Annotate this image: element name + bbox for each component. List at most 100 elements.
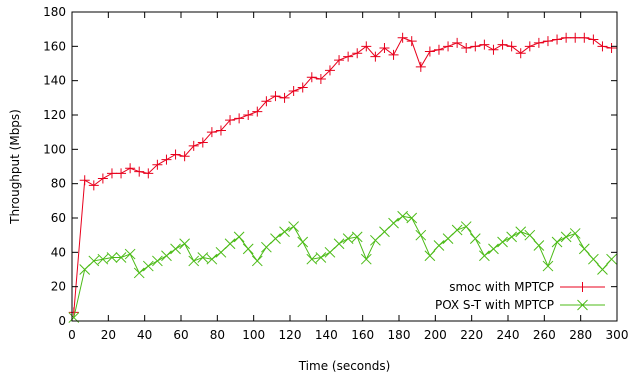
data-point xyxy=(234,113,245,124)
data-point xyxy=(206,253,218,265)
data-point xyxy=(251,255,263,267)
data-point xyxy=(315,252,327,263)
data-point xyxy=(515,226,527,238)
data-point xyxy=(125,163,136,174)
data-point xyxy=(597,264,608,275)
data-point xyxy=(279,226,290,238)
data-point xyxy=(533,37,544,48)
x-tick-label: 140 xyxy=(315,328,338,342)
x-tick-label: 20 xyxy=(101,328,116,342)
data-point xyxy=(460,221,472,232)
data-point xyxy=(524,229,536,241)
data-point xyxy=(506,231,517,243)
legend-swatch-marker xyxy=(577,299,588,311)
x-tick-label: 160 xyxy=(351,328,374,342)
data-point xyxy=(224,238,236,250)
data-point xyxy=(578,243,590,255)
data-point xyxy=(243,110,254,120)
data-point xyxy=(197,252,209,263)
y-tick-label: 160 xyxy=(43,39,66,53)
data-point xyxy=(206,127,217,138)
data-point xyxy=(288,221,299,232)
data-point xyxy=(569,228,581,239)
data-point xyxy=(452,37,463,48)
data-point xyxy=(133,267,145,279)
data-point xyxy=(479,39,490,50)
series-layer xyxy=(68,32,617,323)
data-point xyxy=(343,51,354,62)
data-point xyxy=(379,226,390,238)
data-point xyxy=(179,238,190,250)
data-point xyxy=(497,236,508,248)
data-point xyxy=(342,233,354,244)
y-tick-label: 180 xyxy=(43,5,66,19)
data-point xyxy=(488,44,499,55)
data-point xyxy=(415,61,426,72)
data-point xyxy=(488,243,499,255)
x-tick-label: 200 xyxy=(424,328,447,342)
data-point xyxy=(152,159,163,170)
data-point xyxy=(106,168,117,179)
data-point xyxy=(606,43,617,54)
data-point xyxy=(406,212,418,224)
data-point xyxy=(161,154,172,165)
y-axis-label: Throughput (Mbps) xyxy=(8,109,22,225)
data-point xyxy=(506,41,517,52)
data-point xyxy=(533,240,545,251)
data-point xyxy=(225,115,236,126)
data-point xyxy=(424,250,436,262)
data-point xyxy=(97,253,109,265)
x-tick-label: 0 xyxy=(68,328,76,342)
data-point xyxy=(142,260,154,272)
data-point xyxy=(261,241,272,253)
data-point xyxy=(606,253,617,265)
data-point xyxy=(306,72,317,83)
data-point xyxy=(197,137,208,148)
legend-entry-label: POX S-T with MPTCP xyxy=(435,298,554,312)
data-point xyxy=(388,49,399,60)
data-point xyxy=(597,41,608,52)
data-point xyxy=(497,39,508,50)
y-tick-label: 60 xyxy=(51,211,66,225)
data-point xyxy=(397,32,408,43)
data-point xyxy=(443,41,454,52)
axis-ticks: 0 20 40 60 80 100 120 140 160 180 200 220 240 260 280 3… xyxy=(43,5,628,342)
data-point xyxy=(388,217,399,229)
data-point xyxy=(469,233,481,244)
data-point xyxy=(397,210,408,222)
data-point xyxy=(134,166,145,177)
data-point xyxy=(370,234,381,246)
legend: smoc with MPTCP POX S-T with MPTCP xyxy=(435,280,605,312)
data-point xyxy=(542,36,553,47)
data-point xyxy=(88,180,99,191)
data-point xyxy=(561,32,572,43)
data-point xyxy=(370,51,381,62)
data-point xyxy=(297,82,308,93)
series-1 xyxy=(68,32,617,318)
data-point xyxy=(279,92,290,103)
data-point xyxy=(215,125,226,136)
x-tick-label: 120 xyxy=(279,328,302,342)
series-line xyxy=(73,37,612,313)
data-point xyxy=(442,233,454,244)
data-point xyxy=(143,168,154,179)
data-point xyxy=(215,246,227,258)
data-point xyxy=(315,73,326,84)
x-tick-label: 280 xyxy=(569,328,592,342)
x-tick-label: 100 xyxy=(242,328,265,342)
data-point xyxy=(188,140,199,151)
data-point xyxy=(306,253,318,265)
data-point xyxy=(588,34,599,45)
data-point xyxy=(242,243,254,255)
data-point xyxy=(233,231,245,243)
x-tick-label: 40 xyxy=(137,328,152,342)
x-tick-label: 260 xyxy=(533,328,556,342)
series-2 xyxy=(68,210,617,323)
data-point xyxy=(415,229,427,241)
data-point xyxy=(97,173,108,184)
data-point xyxy=(333,238,345,250)
data-point xyxy=(433,44,444,55)
data-point xyxy=(106,252,118,263)
x-tick-label: 240 xyxy=(497,328,520,342)
x-tick-label: 180 xyxy=(388,328,411,342)
